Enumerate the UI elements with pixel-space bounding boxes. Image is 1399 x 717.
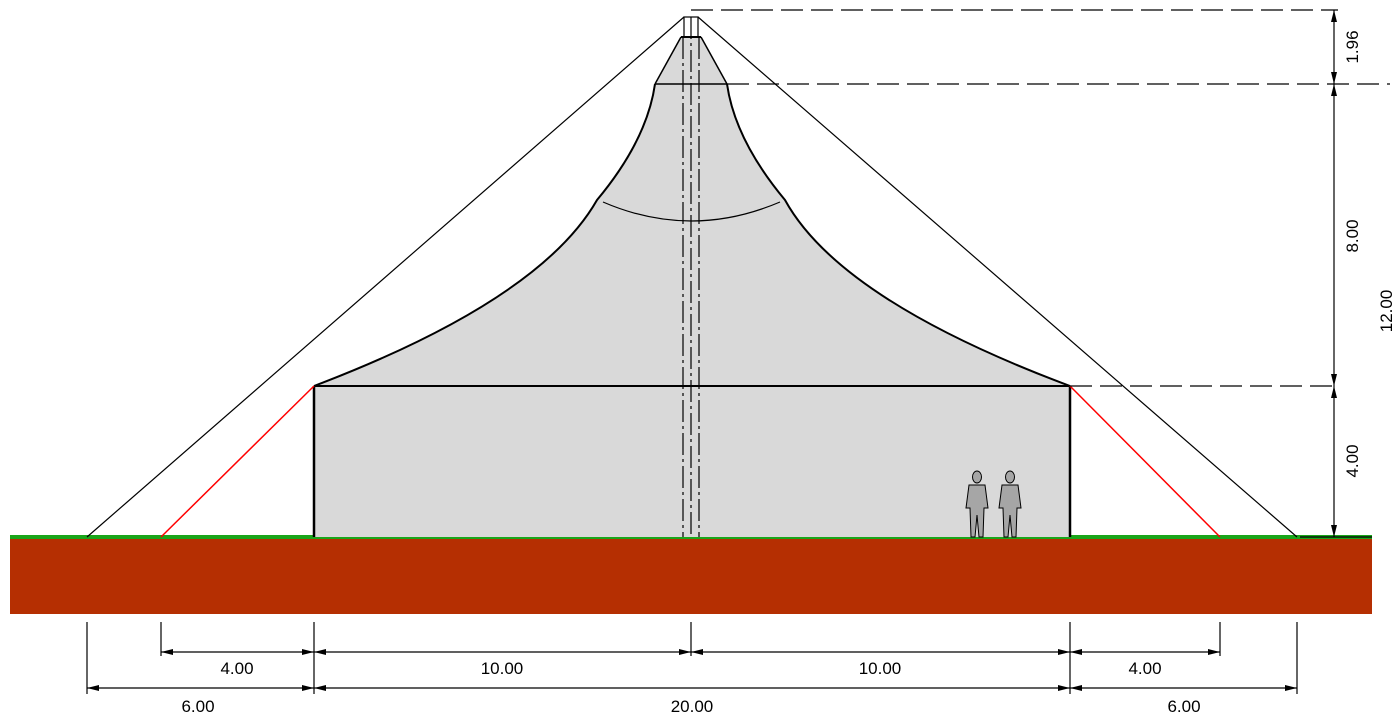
vertical-dimensions <box>1333 10 1335 537</box>
dim-vertical-1-96: 1.96 <box>1343 30 1362 63</box>
right-outer-guy-line <box>697 16 1298 538</box>
crown-right-edge <box>700 36 728 85</box>
vertical-extension-lines <box>691 9 1390 387</box>
dim-right-4: 4.00 <box>1128 659 1161 678</box>
left-outer-guy-line <box>86 16 685 538</box>
left-red-guy-line <box>160 385 315 538</box>
ground-soil <box>10 537 1372 614</box>
human-figure-1 <box>965 470 989 538</box>
central-mast <box>682 17 700 537</box>
dim-total-20: 20.00 <box>671 697 714 716</box>
dim-right-6: 6.00 <box>1167 697 1200 716</box>
tent-membrane <box>314 37 1070 537</box>
roof-left-curve <box>313 83 656 387</box>
crown-left-edge <box>654 36 682 85</box>
dim-vertical-4: 4.00 <box>1343 444 1362 477</box>
vertical-dimension-arrows <box>1331 10 1337 537</box>
dim-right-10: 10.00 <box>859 659 902 678</box>
human-figure-2 <box>998 470 1022 538</box>
dim-left-10: 10.00 <box>481 659 524 678</box>
dim-left-6: 6.00 <box>181 697 214 716</box>
right-red-guy-line <box>1069 385 1221 538</box>
horizontal-dimension-arrows <box>87 649 1297 691</box>
horizontal-dimensions <box>86 622 1298 694</box>
dim-vertical-8: 8.00 <box>1343 219 1362 252</box>
dim-left-4: 4.00 <box>220 659 253 678</box>
roof-right-curve <box>726 83 1071 387</box>
dim-vertical-12: 12.00 <box>1377 290 1396 333</box>
